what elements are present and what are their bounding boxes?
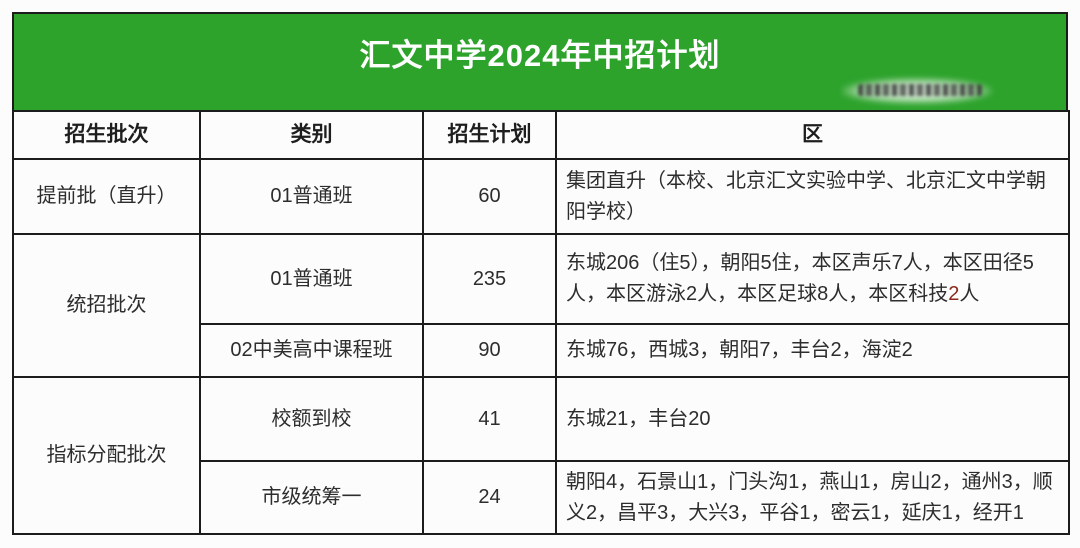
district-text: 人	[959, 283, 980, 305]
header-row: 招生批次 类别 招生计划 区	[12, 110, 1070, 160]
category-cell: 01普通班	[199, 158, 424, 235]
table-row: 02中美高中课程班 90 东城76，西城3，朝阳7，丰台2，海淀2	[13, 323, 1070, 378]
table-row: 指标分配批次 校额到校 41 东城21，丰台20	[12, 376, 1070, 535]
district-cell: 朝阳4，石景山1，门头沟1，燕山1，房山2，通州3，顺义2，昌平3，大兴3，平谷…	[555, 460, 1070, 535]
table-row: 提前批（直升） 01普通班 60 集团直升（本校、北京汇文实验中学、北京汇文中学…	[12, 158, 1070, 235]
col-header-category: 类别	[199, 110, 424, 160]
title-banner: 汇文中学2024年中招计划	[12, 12, 1068, 110]
district-highlight-number: 2	[948, 283, 960, 305]
district-cell: 集团直升（本校、北京汇文实验中学、北京汇文中学朝阳学校）	[555, 158, 1070, 235]
plan-cell: 41	[422, 376, 557, 462]
table-row: 市级统筹一 24 朝阳4，石景山1，门头沟1，燕山1，房山2，通州3，顺义2，昌…	[13, 460, 1070, 535]
plan-cell: 60	[422, 158, 557, 235]
district-cell: 东城76，西城3，朝阳7，丰台2，海淀2	[555, 323, 1070, 378]
category-cell: 校额到校	[199, 376, 424, 462]
batch-cell: 统招批次	[12, 233, 201, 378]
district-text: 东城206（住5），朝阳5住，本区声乐7人，本区田径5人，本区游泳2人，本区足球…	[566, 252, 1034, 305]
batch-cell: 指标分配批次	[12, 376, 201, 535]
col-header-batch: 招生批次	[12, 110, 201, 160]
category-cell: 市级统筹一	[199, 460, 424, 535]
col-header-district: 区	[555, 110, 1070, 160]
batch-cell: 提前批（直升）	[12, 158, 201, 235]
watermark	[858, 84, 982, 96]
page-title: 汇文中学2024年中招计划	[359, 38, 721, 73]
plan-cell: 235	[422, 233, 557, 325]
district-cell: 东城206（住5），朝阳5住，本区声乐7人，本区田径5人，本区游泳2人，本区足球…	[555, 233, 1070, 325]
district-cell: 东城21，丰台20	[555, 376, 1070, 462]
col-header-plan: 招生计划	[422, 110, 557, 160]
enrollment-plan-table: 招生批次 类别 招生计划 区 提前批（直升） 01普通班 60 集团直升（本校、…	[12, 110, 1070, 535]
category-cell: 01普通班	[199, 233, 424, 325]
plan-cell: 90	[422, 323, 557, 378]
category-cell: 02中美高中课程班	[199, 323, 424, 378]
plan-cell: 24	[422, 460, 557, 535]
table-row: 统招批次 01普通班 235 东城206（住5），朝阳5住，本区声乐7人，本区田…	[12, 233, 1070, 378]
